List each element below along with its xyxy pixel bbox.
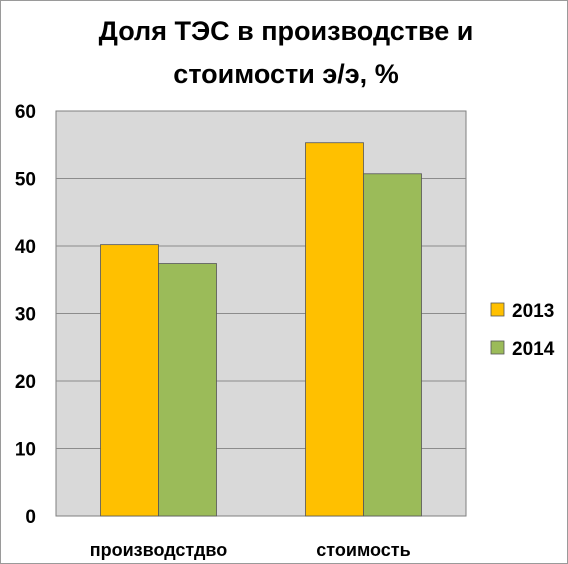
bars: [100, 142, 422, 517]
legend-swatch-2013: [490, 302, 505, 317]
y-tick-label: 30: [15, 305, 36, 326]
chart-title-line-1: Доля ТЭС в производстве и: [99, 16, 474, 46]
y-tick-label: 40: [15, 237, 36, 258]
y-axis-ticks: 0 10 20 30 40 50 60: [15, 102, 36, 528]
x-axis-categories: производстдво стоимость: [90, 540, 411, 560]
bar-2014-1: [363, 173, 422, 517]
chart-title-line-2: стоимости э/э, %: [173, 59, 398, 89]
legend-label: 2013: [512, 301, 554, 322]
bar-2013-1: [305, 142, 364, 517]
x-category-label: стоимость: [316, 540, 410, 560]
bar-2014-0: [158, 263, 217, 517]
y-tick-label: 20: [15, 372, 36, 393]
y-tick-label: 10: [15, 440, 36, 461]
y-tick-label: 0: [25, 507, 36, 528]
y-tick-label: 60: [15, 102, 36, 123]
legend-swatch-2014: [490, 340, 505, 355]
y-tick-label: 50: [15, 170, 36, 191]
bar-2013-0: [100, 244, 159, 517]
legend: 2013 2014: [490, 301, 555, 360]
x-category-label: производстдво: [90, 540, 228, 560]
legend-label: 2014: [512, 339, 555, 360]
